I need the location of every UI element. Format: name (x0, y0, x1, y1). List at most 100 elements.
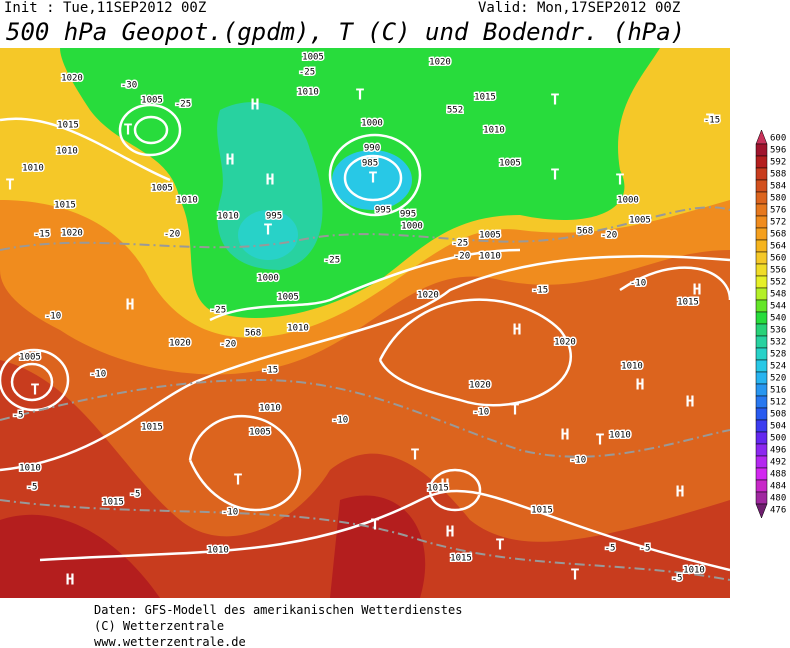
contour-label: 1005 (141, 96, 163, 106)
colorbar-cell (755, 239, 768, 253)
colorbar-label: 508 (770, 410, 786, 420)
contour-label: 1010 (287, 324, 309, 334)
colorbar-label: 512 (770, 398, 786, 408)
contour-label: -5 (672, 574, 683, 584)
contour-label: 1015 (141, 423, 163, 433)
colorbar-cell (755, 299, 768, 313)
pressure-center: H (225, 151, 234, 169)
colorbar-label: 488 (770, 470, 786, 480)
pressure-center: H (440, 476, 449, 494)
contour-label: 1005 (479, 231, 501, 241)
colorbar-label: 564 (770, 242, 786, 252)
pressure-center: H (65, 571, 74, 589)
contour-label: 1020 (429, 58, 451, 68)
contour-label: -25 (324, 256, 340, 266)
map-title: 500 hPa Geopot.(gpdm), T (C) und Bodendr… (6, 18, 685, 46)
contour-label: -5 (27, 483, 38, 493)
contour-label: 1010 (609, 431, 631, 441)
pressure-center: T (595, 431, 604, 449)
contour-label: -10 (222, 508, 238, 518)
contour-label: -5 (640, 544, 651, 554)
colorbar-cell (755, 503, 768, 519)
pressure-center: H (692, 281, 701, 299)
contour-label: 1010 (683, 566, 705, 576)
contour-label: 1020 (61, 229, 83, 239)
colorbar-cell (755, 347, 768, 361)
colorbar-cell (755, 263, 768, 277)
colorbar-label: 496 (770, 446, 786, 456)
colorbar-cell (755, 155, 768, 169)
pressure-center: H (265, 171, 274, 189)
colorbar-label: 552 (770, 278, 786, 288)
contour-label: -25 (175, 100, 191, 110)
contour-label: 1015 (427, 484, 449, 494)
warm-region (0, 360, 730, 598)
contour-label: 990 (364, 144, 380, 154)
pressure-center: T (123, 121, 132, 139)
contour-label: 1005 (249, 428, 271, 438)
colorbar-label: 544 (770, 302, 786, 312)
contour-label: 1010 (259, 404, 281, 414)
colorbar-label: 588 (770, 170, 786, 180)
colorbar-cell (755, 407, 768, 421)
colorbar-label: 584 (770, 182, 786, 192)
colorbar-label: 480 (770, 494, 786, 504)
cold-core (238, 210, 298, 260)
colorbar-cell (755, 215, 768, 229)
contour-label: 1000 (401, 222, 423, 232)
footer-line: www.wetterzentrale.de (94, 635, 246, 648)
pressure-center: T (550, 166, 559, 184)
contour-label: 985 (362, 159, 378, 169)
colorbar-label: 548 (770, 290, 786, 300)
contour-label: -10 (630, 279, 646, 289)
colorbar-label: 568 (770, 230, 786, 240)
colorbar-cell (755, 203, 768, 217)
contour-label: 1015 (474, 93, 496, 103)
pressure-center: H (635, 376, 644, 394)
pressure-center: H (675, 483, 684, 501)
contour-label: -25 (299, 68, 315, 78)
contour-label: 1005 (151, 184, 173, 194)
contour-label: 1020 (417, 291, 439, 301)
colorbar-label: 532 (770, 338, 786, 348)
contour-label: -15 (704, 116, 720, 126)
colorbar-label: 572 (770, 218, 786, 228)
colorbar-cell (755, 143, 768, 157)
contour-label: 995 (375, 206, 391, 216)
colorbar-cell (755, 287, 768, 301)
colorbar-label: 500 (770, 434, 786, 444)
colorbar: 600 596 592 588 584 580 576 572 568 564 560 556 552 5… (755, 129, 786, 519)
colorbar-label: 520 (770, 374, 786, 384)
pressure-center: H (250, 96, 259, 114)
pressure-center: T (410, 446, 419, 464)
contour-label: 1015 (54, 201, 76, 211)
contour-label: 568 (245, 329, 261, 339)
pressure-center: T (570, 566, 579, 584)
contour-label: -15 (34, 230, 50, 240)
contour-label: -30 (121, 81, 137, 91)
contour-label: 1005 (629, 216, 651, 226)
contour-label: -10 (473, 408, 489, 418)
contour-label: 1015 (677, 298, 699, 308)
colorbar-label: 536 (770, 326, 786, 336)
contour-label: 995 (400, 210, 416, 220)
colorbar-cell (755, 227, 768, 241)
contour-label: -10 (45, 312, 61, 322)
contour-label: 1020 (169, 339, 191, 349)
colorbar-cell (755, 191, 768, 205)
pressure-center: H (512, 321, 521, 339)
contour-label: 1000 (257, 274, 279, 284)
colorbar-label: 592 (770, 158, 786, 168)
colorbar-cell (755, 443, 768, 457)
pressure-center: H (445, 523, 454, 541)
contour-label: 1010 (479, 252, 501, 262)
colorbar-cell (755, 395, 768, 409)
footer-line: Daten: GFS-Modell des amerikanischen Wet… (94, 603, 462, 617)
colorbar-label: 528 (770, 350, 786, 360)
contour-label: 1015 (531, 506, 553, 516)
contour-label: -25 (210, 306, 226, 316)
contour-label: 1005 (499, 159, 521, 169)
contour-label: 1010 (217, 212, 239, 222)
